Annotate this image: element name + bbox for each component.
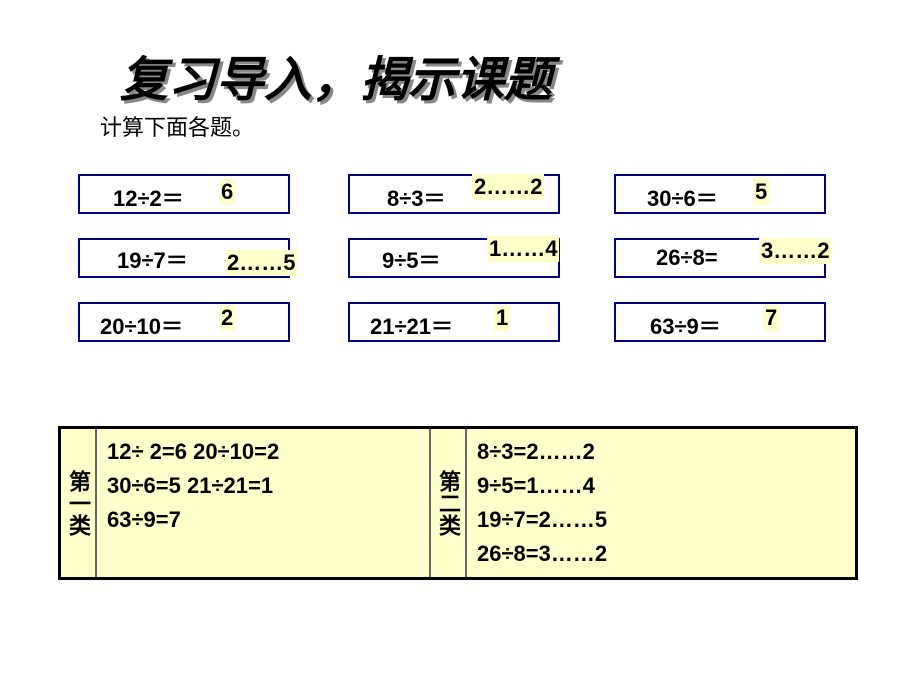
answer: 2……2 (472, 174, 544, 200)
group2-line: 26÷8=3……2 (477, 537, 845, 571)
classification-table: 第一类 12÷ 2=6 20÷10=2 30÷6=5 21÷21=1 63÷9=… (58, 426, 858, 580)
group1-body: 12÷ 2=6 20÷10=2 30÷6=5 21÷21=1 63÷9=7 (97, 429, 431, 577)
group1-label: 第一类 (61, 429, 97, 577)
group1-line: 30÷6=5 21÷21=1 (107, 469, 419, 503)
answer: 2……5 (225, 250, 297, 276)
expr: 8÷3＝ (387, 181, 446, 213)
page-title: 复习导入，揭示课题 (120, 40, 552, 110)
group2-line: 9÷5=1……4 (477, 469, 845, 503)
expr: 9÷5＝ (382, 243, 441, 275)
answer: 2 (219, 305, 235, 331)
answer: 1……4 (487, 236, 559, 262)
group2-line: 19÷7=2……5 (477, 503, 845, 537)
group2-line: 8÷3=2……2 (477, 435, 845, 469)
expr: 30÷6＝ (647, 181, 718, 213)
problem-box (614, 174, 826, 214)
problem-box (78, 174, 290, 214)
expr: 12÷2＝ (113, 181, 184, 213)
answer: 3……2 (759, 238, 831, 264)
answer: 5 (753, 179, 769, 205)
group2-label: 第二类 (431, 429, 467, 577)
answer: 6 (219, 179, 235, 205)
subtitle: 计算下面各题。 (100, 110, 254, 142)
answer: 1 (494, 305, 510, 331)
expr: 20÷10＝ (100, 309, 183, 341)
expr: 63÷9＝ (650, 309, 721, 341)
answer: 7 (763, 305, 779, 331)
group2-body: 8÷3=2……2 9÷5=1……4 19÷7=2……5 26÷8=3……2 (467, 429, 855, 577)
expr: 19÷7＝ (117, 243, 188, 275)
expr: 21÷21＝ (370, 309, 453, 341)
expr: 26÷8= (656, 245, 718, 271)
group1-line: 63÷9=7 (107, 503, 419, 537)
group1-line: 12÷ 2=6 20÷10=2 (107, 435, 419, 469)
